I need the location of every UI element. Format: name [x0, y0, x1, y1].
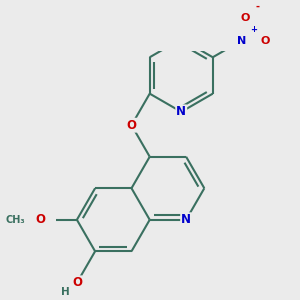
Text: N: N [176, 105, 186, 119]
Text: O: O [72, 276, 82, 289]
Text: O: O [35, 213, 46, 226]
Text: +: + [250, 25, 257, 34]
Text: N: N [181, 213, 191, 226]
Text: O: O [241, 13, 250, 22]
Text: CH₃: CH₃ [5, 215, 25, 225]
Text: O: O [127, 119, 136, 132]
Text: N: N [236, 36, 246, 46]
Text: H: H [61, 287, 69, 297]
Text: -: - [256, 2, 260, 12]
Text: O: O [260, 36, 269, 46]
